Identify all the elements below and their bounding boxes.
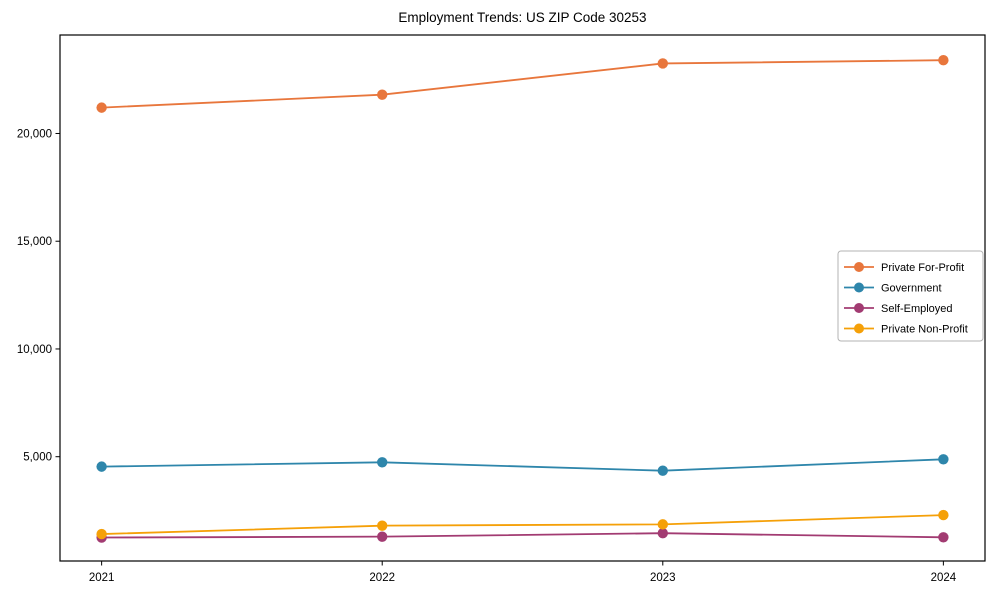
y-tick-label: 10,000 [17, 344, 52, 356]
series-line-private-for-profit [100, 59, 945, 109]
plot-border [59, 34, 986, 562]
x-tick-label: 2023 [650, 572, 676, 584]
data-point-marker [377, 531, 388, 542]
data-point-marker [657, 465, 668, 476]
data-point-marker [938, 509, 949, 521]
data-point-marker [657, 528, 668, 539]
data-point-marker [377, 89, 388, 100]
legend-swatch-marker [854, 262, 864, 272]
y-tick-label: 20,000 [17, 128, 52, 140]
legend-box [837, 250, 984, 342]
x-tick-label: 2022 [369, 572, 395, 584]
legend: Private For-Profit Government Self-Employe… [837, 250, 984, 342]
y-tick-label: 15,000 [17, 236, 52, 248]
legend-label: Government [881, 283, 942, 295]
data-point-marker [96, 528, 107, 540]
legend-item: Private For-Profit [844, 262, 964, 274]
series-line-government [100, 458, 945, 472]
legend-swatch-marker [854, 303, 864, 313]
legend-swatch-marker [854, 323, 864, 334]
legend-label: Private Non-Profit [881, 324, 968, 336]
y-tick-label: 5,000 [23, 452, 52, 464]
legend-item: Self-Employed [844, 303, 953, 315]
legend-swatch-marker [854, 282, 864, 293]
data-point-marker [938, 532, 949, 543]
series-private-non-profit [96, 509, 949, 540]
data-point-marker [377, 457, 388, 468]
data-point-marker [96, 102, 107, 113]
data-point-marker [377, 520, 388, 531]
x-tick-label: 2021 [89, 572, 115, 584]
legend-label: Private For-Profit [881, 262, 964, 274]
chart-title: Employment Trends: US ZIP Code 30253 [398, 10, 647, 25]
legend-item: Private Non-Profit [844, 323, 968, 336]
series-line-self-employed [100, 532, 945, 539]
data-point-marker [938, 55, 949, 66]
legend-label: Self-Employed [881, 303, 953, 315]
legend-item: Government [844, 282, 942, 295]
series-line-private-non-profit [100, 514, 945, 535]
data-point-marker [938, 454, 949, 465]
data-point-marker [657, 519, 668, 530]
series-private-for-profit [96, 55, 949, 113]
series-government [96, 454, 949, 476]
x-tick-label: 2024 [931, 572, 957, 584]
data-point-marker [657, 58, 668, 69]
data-point-marker [96, 461, 107, 472]
